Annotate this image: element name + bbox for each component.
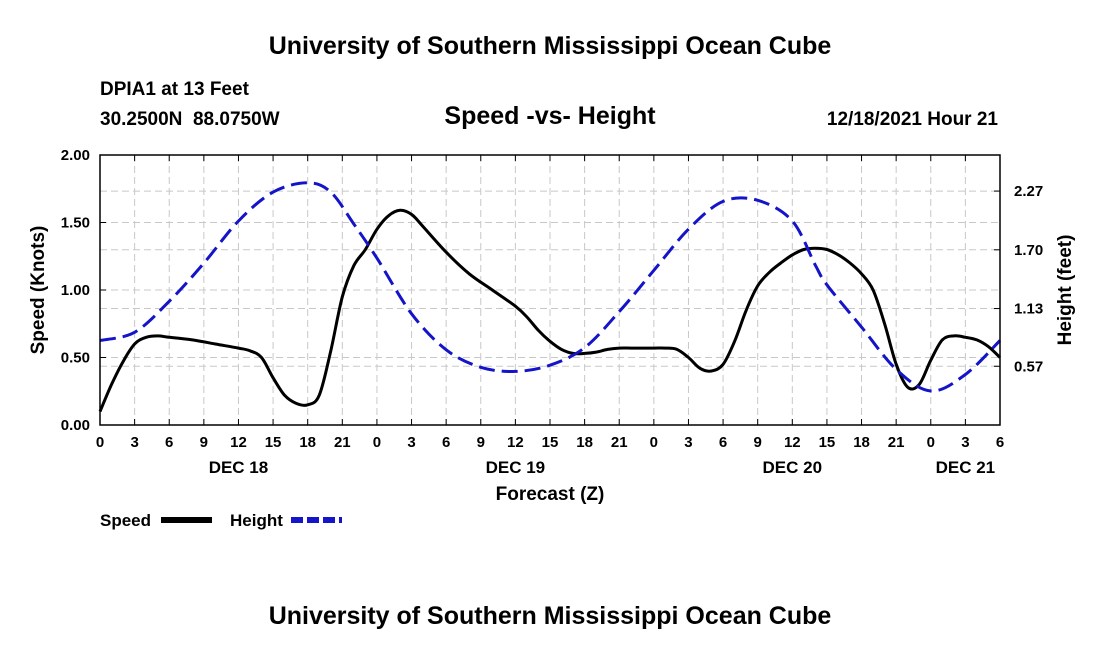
y-axis-label: Speed (Knots) <box>28 226 49 355</box>
x-tick-label: 18 <box>576 434 593 451</box>
series-layer <box>98 181 1002 413</box>
x-day-label: DEC 19 <box>486 458 546 477</box>
x-axis-label: Forecast (Z) <box>496 484 605 505</box>
x-tick-label: 0 <box>96 434 104 451</box>
x-tick-label: 21 <box>334 434 351 451</box>
x-tick-label: 6 <box>442 434 450 451</box>
x-tick-label: 9 <box>477 434 485 451</box>
x-tick-label: 21 <box>611 434 628 451</box>
grid <box>100 155 1000 425</box>
x-tick-label: 3 <box>684 434 692 451</box>
x-tick-label: 15 <box>819 434 836 451</box>
x-day-label: DEC 18 <box>209 458 269 477</box>
y2-tick-label: 0.57 <box>1014 358 1043 375</box>
legend-height-label: Height <box>230 511 283 530</box>
forecast-timestamp: 12/18/2021 Hour 21 <box>827 109 999 130</box>
x-tick-label: 0 <box>373 434 381 451</box>
legend: Speed Height <box>100 511 342 530</box>
x-tick-label: 0 <box>650 434 658 451</box>
x-tick-label: 15 <box>542 434 559 451</box>
x-tick-label: 6 <box>165 434 173 451</box>
x-tick-label: 12 <box>230 434 247 451</box>
x-tick-label: 21 <box>888 434 905 451</box>
x-day-label: DEC 20 <box>763 458 823 477</box>
x-tick-label: 12 <box>507 434 524 451</box>
x-tick-label: 3 <box>961 434 969 451</box>
y-tick-label: 1.50 <box>61 215 90 232</box>
station-coordinates: 30.2500N 88.0750W <box>100 109 280 130</box>
y-tick-label: 1.00 <box>61 282 90 299</box>
x-tick-label: 6 <box>719 434 727 451</box>
x-tick-label: 9 <box>754 434 762 451</box>
x-tick-label: 18 <box>853 434 870 451</box>
y2-tick-label: 1.70 <box>1014 242 1043 259</box>
x-tick-label: 0 <box>927 434 935 451</box>
legend-speed-label: Speed <box>100 511 151 530</box>
x-tick-label: 6 <box>996 434 1004 451</box>
main-title: University of Southern Mississippi Ocean… <box>269 32 832 60</box>
x-tick-label: 18 <box>299 434 316 451</box>
axes: 0 3 6 9 12 15 18 21 0 3 6 9 12 15 18 21 0 3 6 9 12 15 18 21 0 3 6D… <box>61 147 1043 477</box>
y2-tick-label: 2.27 <box>1014 183 1043 200</box>
x-tick-label: 3 <box>407 434 415 451</box>
speed-series-line <box>98 208 1002 413</box>
y-tick-label: 2.00 <box>61 147 90 164</box>
y2-axis-label: Height (feet) <box>1055 235 1076 346</box>
y-tick-label: 0.00 <box>61 417 90 434</box>
x-tick-label: 3 <box>130 434 138 451</box>
footer-title: University of Southern Mississippi Ocean… <box>269 602 832 630</box>
x-tick-label: 12 <box>784 434 801 451</box>
y-tick-label: 0.50 <box>61 350 90 367</box>
y2-tick-label: 1.13 <box>1014 301 1043 318</box>
station-label: DPIA1 at 13 Feet <box>100 79 250 100</box>
height-series-line <box>99 181 1002 393</box>
chart-subtitle: Speed -vs- Height <box>444 102 656 130</box>
x-day-label: DEC 21 <box>936 458 996 477</box>
x-tick-label: 9 <box>200 434 208 451</box>
x-tick-label: 15 <box>265 434 282 451</box>
